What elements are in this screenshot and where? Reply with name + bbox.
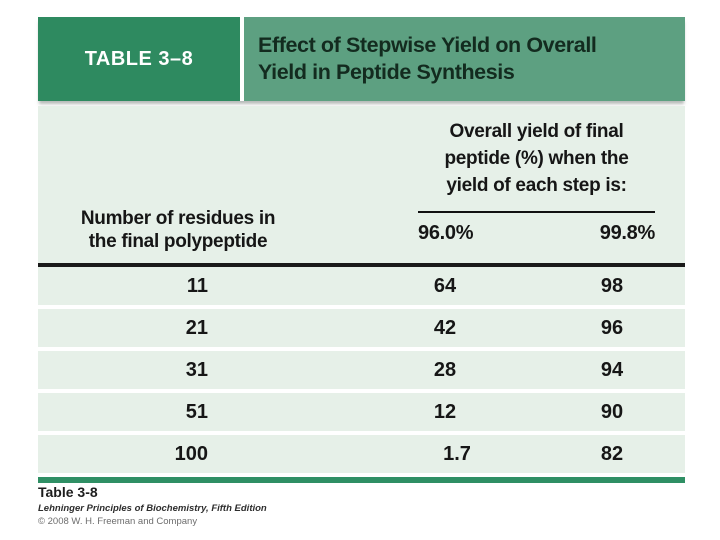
yield-998-cell: 98 [600,275,624,297]
yield-998-cell: 90 [600,401,624,423]
spanner-header-label: Overall yield of final peptide (%) when … [418,118,655,199]
table-row: 11 64 98 [38,267,685,305]
spanner-line1: Overall yield of final [449,121,624,142]
credits-footer: Table 3-8 Lehninger Principles of Bioche… [38,484,267,527]
table-row: 51 12 90 [38,393,685,431]
yield-96-cell: 1.7 [443,443,471,465]
spanner-line2: peptide (%) when the [444,148,629,169]
residues-cell: 51 [185,401,208,423]
column-header-zone: Number of residues in the final polypept… [38,106,685,263]
table-bottom-rule [38,477,685,483]
table-number-label: TABLE 3–8 [84,47,194,70]
spanner-header-group: Overall yield of final peptide (%) when … [418,118,655,245]
copyright-label: © 2008 W. H. Freeman and Company [38,516,198,527]
table-row: 31 28 94 [38,351,685,389]
subcolumn-96-label: 96.0% [418,222,474,244]
table-row: 21 42 96 [38,309,685,347]
data-table: Number of residues in the final polypept… [38,106,685,483]
row-header-line2: the final polypeptide [88,231,268,252]
book-title-label: Lehninger Principles of Biochemistry, Fi… [38,503,267,514]
table-reference-label: Table 3-8 [38,484,98,500]
header-divider-rule [38,263,685,267]
spanner-divider-rule [418,211,655,213]
residues-cell: 100 [174,443,208,465]
table-header-bar: TABLE 3–8 Effect of Stepwise Yield on Ov… [38,17,685,101]
table-number-tab: TABLE 3–8 [38,17,240,101]
subcolumn-headers: 96.0% 99.8% [418,222,655,245]
table-title-box: Effect of Stepwise Yield on Overall Yiel… [244,17,685,101]
table-title-line1: Effect of Stepwise Yield on Overall [258,33,597,57]
yield-96-cell: 64 [433,275,457,297]
yield-998-cell: 96 [600,317,624,339]
subcolumn-998-label: 99.8% [599,222,656,244]
yield-96-cell: 42 [433,317,457,339]
row-header-label: Number of residues in the final polypept… [38,207,318,253]
residues-cell: 21 [185,317,208,339]
yield-96-cell: 12 [433,401,457,423]
table-title-line2: Yield in Peptide Synthesis [258,60,515,84]
yield-998-cell: 94 [600,359,624,381]
row-header-line1: Number of residues in [80,208,276,229]
spanner-line3: yield of each step is: [446,175,627,196]
table-row: 100 1.7 82 [38,435,685,473]
residues-cell: 31 [185,359,208,381]
residues-cell: 11 [186,275,208,297]
yield-96-cell: 28 [433,359,457,381]
yield-998-cell: 82 [600,443,624,465]
